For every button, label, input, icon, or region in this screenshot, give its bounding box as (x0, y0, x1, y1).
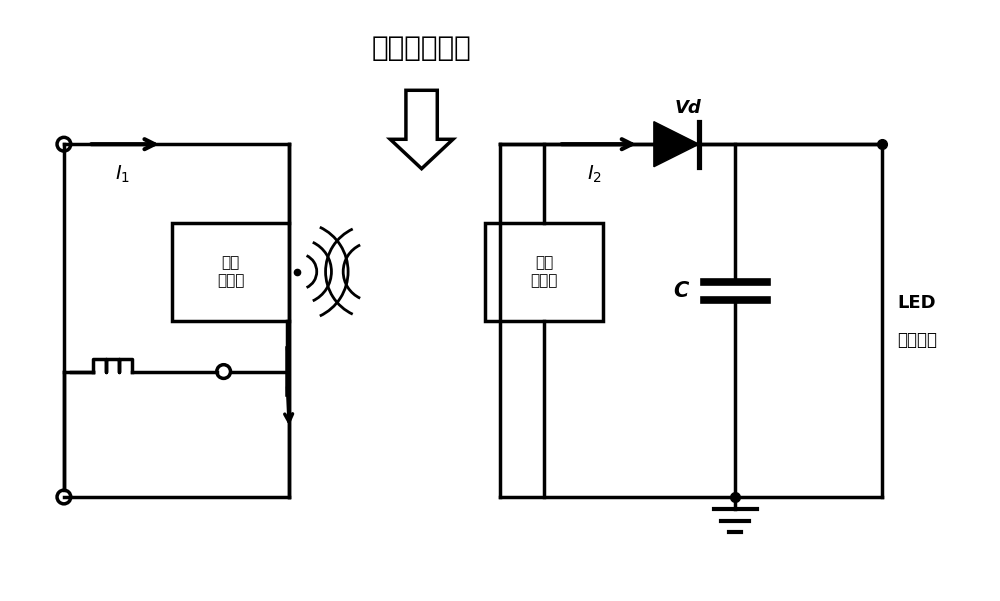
Text: $I_1$: $I_1$ (115, 164, 130, 185)
Text: 无线能量传输: 无线能量传输 (372, 34, 471, 63)
Text: 光源负载: 光源负载 (897, 331, 937, 349)
Text: $I_2$: $I_2$ (587, 164, 602, 185)
Text: 能量
发射器: 能量 发射器 (217, 255, 244, 288)
Bar (172, 222, 289, 320)
Bar (485, 222, 603, 320)
Polygon shape (390, 90, 453, 169)
Text: C: C (674, 281, 689, 301)
Text: LED: LED (897, 294, 936, 312)
Text: Vd: Vd (675, 99, 702, 117)
Text: 能量
接收器: 能量 接收器 (530, 255, 558, 288)
Polygon shape (654, 121, 699, 166)
